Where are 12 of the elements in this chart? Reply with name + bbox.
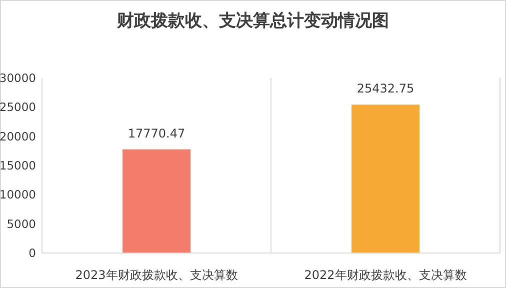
x-tick-label: 2022年财政拨款收、支决算数 xyxy=(304,268,467,282)
chart-title: 财政拨款收、支决算总计变动情况图 xyxy=(116,11,389,31)
data-label: 25432.75 xyxy=(356,82,414,96)
y-tick-label: 0 xyxy=(28,246,36,260)
y-tick-label: 10000 xyxy=(0,188,36,202)
y-tick-label: 15000 xyxy=(0,158,36,172)
data-label: 17770.47 xyxy=(128,126,186,140)
y-tick-label: 20000 xyxy=(0,129,36,144)
x-tick-label: 2023年财政拨款收、支决算数 xyxy=(75,268,238,282)
y-tick-label: 5000 xyxy=(6,216,36,231)
y-tick-label: 30000 xyxy=(0,71,36,85)
y-tick-label: 25000 xyxy=(0,100,36,114)
